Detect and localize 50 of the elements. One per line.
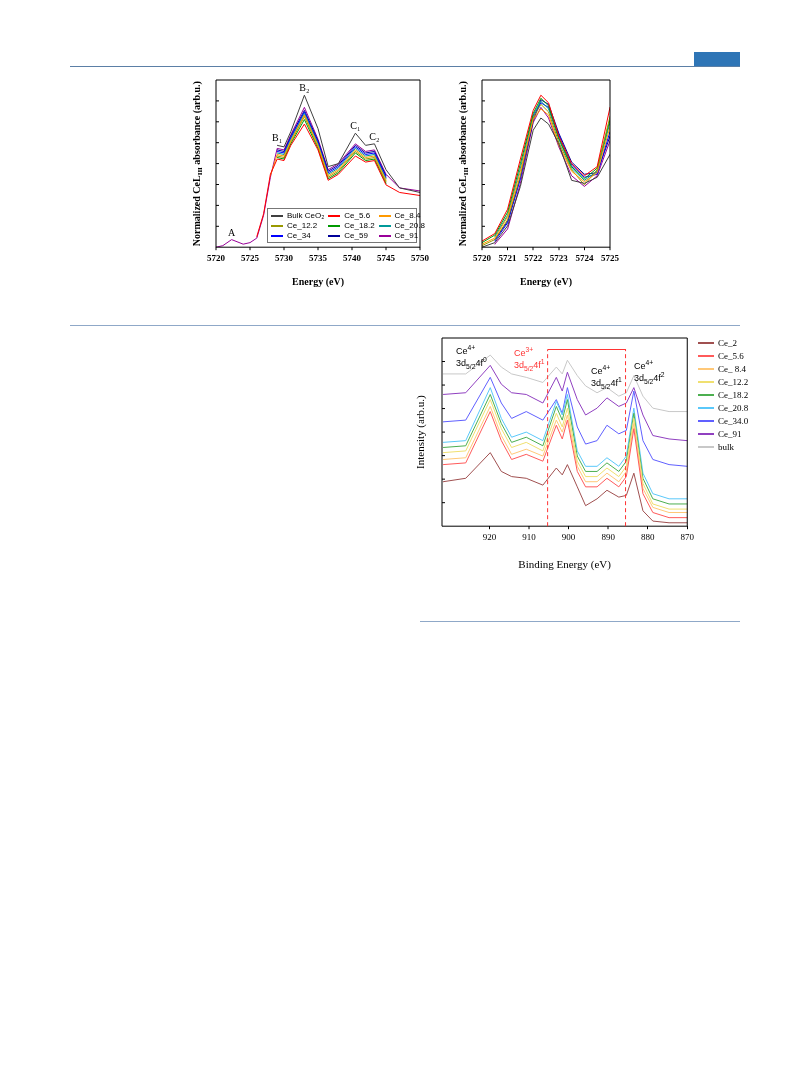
x-tick-label: 5725 (601, 252, 620, 263)
legend-label: Ce_20.8 (718, 403, 749, 413)
annotation: C₂ (369, 130, 380, 142)
annotation: Ce$^{4+}$ 3d$_{5/2}$4f$^{1}$ (590, 364, 622, 391)
x-axis-title: Binding Energy (eV) (518, 557, 612, 571)
legend-label: Ce_20.8 (394, 221, 425, 231)
legend-label: Ce_18.2 (718, 390, 749, 400)
x-tick-label: 5725 (241, 252, 260, 263)
legend-label: Ce_91 (394, 231, 419, 241)
legend-label: Ce_91 (718, 429, 742, 439)
x-tick-label: 900 (561, 531, 576, 542)
x-tick-label: 890 (601, 531, 616, 542)
x-tick-label: 5730 (275, 252, 294, 263)
x-tick-label: 870 (680, 531, 695, 542)
x-tick-label: 5721 (498, 252, 518, 263)
legend-label: Ce_5.6 (344, 211, 371, 221)
legend-label: Ce_8.4 (394, 211, 421, 221)
annotation: B₁ (272, 132, 283, 144)
x-tick-label: 5750 (411, 252, 430, 263)
x-tick-label: 5720 (473, 252, 492, 263)
annotation: Ce$^{4+}$ 3d$_{5/2}$4f$^{0}$ (456, 343, 487, 370)
x-axis-title: Energy (eV) (292, 275, 344, 288)
x-tick-label: 5723 (549, 252, 569, 263)
annotation: Ce$^{4+}$ 3d$_{5/2}$4f$^{2}$ (633, 358, 665, 385)
legend-label: Ce_5.6 (718, 351, 744, 361)
annotation: A (228, 226, 236, 238)
x-tick-label: 5740 (343, 252, 362, 263)
x-tick-label: 5722 (524, 252, 543, 263)
legend-label: Ce_12.2 (287, 221, 318, 231)
legend-label: Ce_2 (718, 338, 737, 348)
legend-label: Ce_18.2 (344, 221, 375, 231)
x-tick-label: 5724 (575, 252, 594, 263)
x-tick-label: 5745 (377, 252, 396, 263)
x-tick-label: 5735 (309, 252, 328, 263)
annotation: B₂ (299, 82, 310, 94)
y-axis-title: Intensity (arb.u.) (413, 394, 427, 469)
legend-label: bulk (718, 442, 735, 452)
legend-label: Ce_59 (344, 231, 368, 241)
legend-label: Ce_12.2 (718, 377, 749, 387)
ref-line-label: Ce$^{3+}$ 3d$_{5/2}$4f$^{1}$ (513, 345, 545, 372)
x-tick-label: 910 (522, 531, 537, 542)
x-tick-label: 880 (640, 531, 655, 542)
legend-label: Ce_ 8.4 (718, 364, 746, 374)
x-tick-label: 5720 (207, 252, 226, 263)
x-axis-title: Energy (eV) (520, 275, 572, 288)
annotation: C₁ (350, 120, 361, 132)
legend-label: Bulk CeO₂ (287, 211, 325, 221)
legend-label: Ce_34.0 (718, 416, 749, 426)
legend-label: Ce_34 (287, 231, 311, 241)
x-tick-label: 920 (482, 531, 497, 542)
